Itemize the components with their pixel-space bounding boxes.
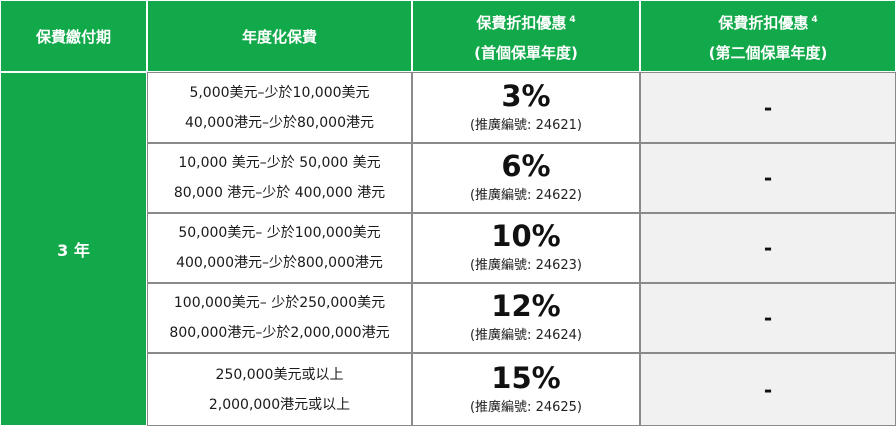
- promo-code: (推廣編號: 24621): [469, 117, 582, 133]
- term-label: 3 年: [57, 241, 90, 260]
- premium-usd: 250,000美元或以上: [215, 366, 344, 383]
- discount-second-value: -: [763, 377, 773, 402]
- discount-second-cell: -: [640, 213, 896, 283]
- premium-cell: 10,000 美元–少於 50,000 美元 80,000 港元–少於 400,…: [147, 143, 412, 213]
- discount-second-value: -: [763, 166, 773, 190]
- discount-percent: 6%: [501, 149, 551, 183]
- premium-usd: 100,000美元– 少於250,000美元: [173, 295, 386, 311]
- header-discount-second-line1: 保費折扣優惠 4: [718, 5, 817, 38]
- discount-second-cell: -: [640, 353, 896, 426]
- header-premium: 年度化保費: [147, 0, 412, 72]
- header-premium-label: 年度化保費: [241, 27, 317, 46]
- footnote-marker: 4: [811, 14, 818, 25]
- premium-cell: 50,000美元– 少於100,000美元 400,000港元–少於800,00…: [147, 213, 412, 283]
- header-discount-second-title: 保費折扣優惠: [718, 13, 809, 32]
- header-discount-first-line1: 保費折扣優惠 4: [476, 5, 575, 38]
- premium-hkd: 2,000,000港元或以上: [208, 396, 351, 413]
- discount-first-cell: 6% (推廣編號: 24622): [412, 143, 640, 213]
- discount-percent: 12%: [491, 289, 561, 323]
- discount-percent: 3%: [501, 78, 551, 113]
- discount-second-cell: -: [640, 143, 896, 213]
- discount-second-cell: -: [640, 72, 896, 143]
- header-discount-second-line2: (第二個保單年度): [708, 43, 828, 62]
- premium-cell: 5,000美元–少於10,000美元 40,000港元–少於80,000港元: [147, 72, 412, 143]
- header-discount-first-title: 保費折扣優惠: [476, 13, 567, 32]
- promo-code: (推廣編號: 24624): [469, 328, 582, 343]
- premium-usd: 10,000 美元–少於 50,000 美元: [178, 155, 381, 171]
- header-discount-first-line2: (首個保單年度): [474, 43, 578, 62]
- premium-usd: 50,000美元– 少於100,000美元: [178, 225, 381, 241]
- discount-second-value: -: [763, 236, 773, 260]
- premium-hkd: 80,000 港元–少於 400,000 港元: [173, 185, 386, 201]
- header-discount-first: 保費折扣優惠 4 (首個保單年度): [412, 0, 640, 72]
- discount-first-cell: 10% (推廣編號: 24623): [412, 213, 640, 283]
- discount-second-value: -: [763, 95, 773, 120]
- header-discount-second: 保費折扣優惠 4 (第二個保單年度): [640, 0, 896, 72]
- premium-cell: 100,000美元– 少於250,000美元 800,000港元–少於2,000…: [147, 283, 412, 353]
- promo-code: (推廣編號: 24625): [469, 399, 582, 415]
- discount-percent: 10%: [491, 219, 561, 253]
- premium-cell: 250,000美元或以上 2,000,000港元或以上: [147, 353, 412, 426]
- promo-code: (推廣編號: 24623): [469, 258, 582, 273]
- discount-first-cell: 12% (推廣編號: 24624): [412, 283, 640, 353]
- discount-second-value: -: [763, 306, 773, 330]
- discount-first-cell: 3% (推廣編號: 24621): [412, 72, 640, 143]
- footnote-marker: 4: [569, 14, 576, 25]
- premium-usd: 5,000美元–少於10,000美元: [189, 84, 370, 101]
- term-cell: 3 年: [0, 72, 147, 426]
- premium-hkd: 400,000港元–少於800,000港元: [176, 255, 383, 271]
- discount-second-cell: -: [640, 283, 896, 353]
- header-term-label: 保費繳付期: [35, 27, 111, 46]
- premium-hkd: 800,000港元–少於2,000,000港元: [169, 325, 390, 341]
- discount-first-cell: 15% (推廣編號: 24625): [412, 353, 640, 426]
- header-term: 保費繳付期: [0, 0, 147, 72]
- premium-hkd: 40,000港元–少於80,000港元: [185, 114, 374, 131]
- discount-percent: 15%: [491, 360, 561, 395]
- promo-code: (推廣編號: 24622): [469, 188, 582, 203]
